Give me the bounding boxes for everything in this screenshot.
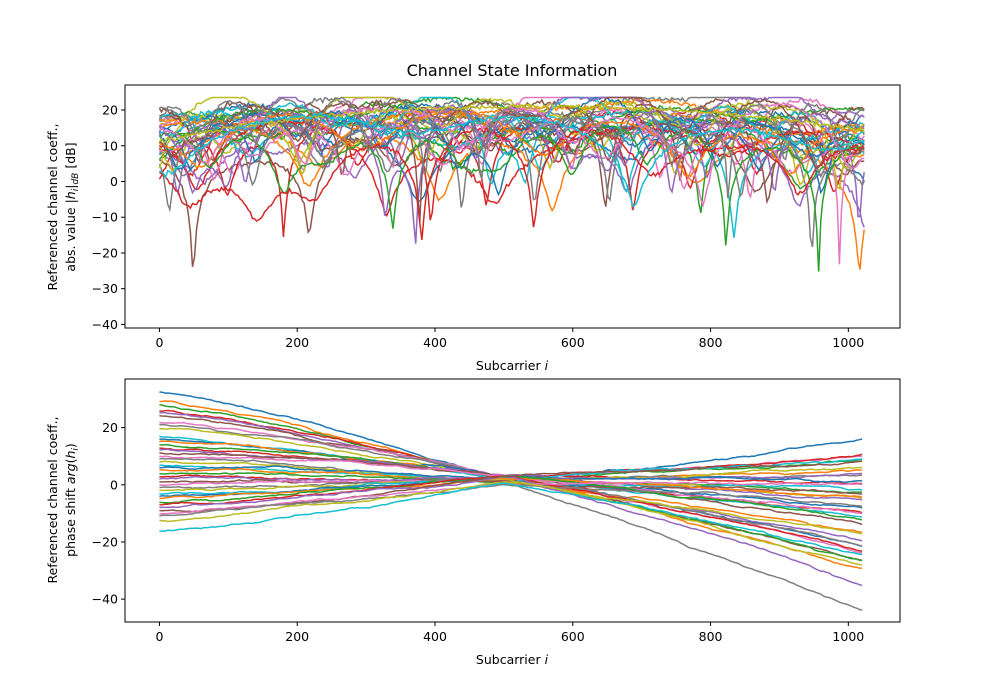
top-y-ticks: −40 −30 −20 −10 0 10 20 xyxy=(92,103,125,332)
top-series-line xyxy=(158,96,865,199)
top-series-line xyxy=(159,96,865,170)
bottom-x-tick-label: 200 xyxy=(285,629,309,644)
top-x-tick-label: 0 xyxy=(155,335,163,350)
top-y-tick-label: −40 xyxy=(92,317,118,332)
top-x-tick-label: 400 xyxy=(423,335,447,350)
top-x-tick-label: 800 xyxy=(699,335,723,350)
bottom-series-line xyxy=(159,477,863,500)
top-y-tick-label: 10 xyxy=(102,138,118,153)
top-x-tick-label: 200 xyxy=(285,335,309,350)
top-y-tick-label: −20 xyxy=(92,245,118,260)
top-series-line xyxy=(159,111,865,208)
bottom-axes-frame xyxy=(124,378,901,623)
top-y-tick-label: −30 xyxy=(92,281,118,296)
bottom-y-tick-label: −20 xyxy=(92,534,118,549)
bottom-series-line xyxy=(159,482,863,556)
top-axes-frame xyxy=(124,84,901,329)
bottom-y-tick-label: −40 xyxy=(92,592,118,607)
bottom-series-line xyxy=(159,478,863,566)
top-series-line xyxy=(158,102,865,143)
bottom-x-tick-label: 400 xyxy=(423,629,447,644)
top-y-axis-label-line1: Referenced channel coeff., xyxy=(45,123,60,290)
top-x-ticks: 0 200 400 600 800 1000 xyxy=(155,328,864,350)
bottom-x-tick-label: 600 xyxy=(561,629,585,644)
bottom-series-line xyxy=(159,483,863,517)
bottom-y-ticks: −40 −20 0 20 xyxy=(92,420,125,607)
top-y-tick-label: −10 xyxy=(92,210,118,225)
top-series-line xyxy=(159,125,865,240)
top-series-line xyxy=(158,101,865,209)
bottom-y-axis-label-line2: phase shift arg(hi) xyxy=(63,443,81,557)
top-series-line xyxy=(158,118,865,213)
top-plot-area xyxy=(158,96,865,272)
top-y-tick-label: 0 xyxy=(110,174,118,189)
bottom-x-ticks: 0 200 400 600 800 1000 xyxy=(155,622,864,644)
top-x-tick-label: 600 xyxy=(561,335,585,350)
bottom-x-axis-label: Subcarrier i xyxy=(476,652,549,667)
bottom-x-tick-label: 800 xyxy=(699,629,723,644)
top-x-tick-label: 1000 xyxy=(832,335,864,350)
bottom-x-tick-label: 0 xyxy=(155,629,163,644)
bottom-x-tick-label: 1000 xyxy=(832,629,864,644)
top-series-line xyxy=(159,124,865,272)
bottom-y-tick-label: 0 xyxy=(110,477,118,492)
bottom-series-line xyxy=(159,481,863,535)
bottom-y-axis-label-line1: Referenced channel coeff., xyxy=(45,416,60,583)
chart-title: Channel State Information xyxy=(407,61,618,80)
bottom-subplot: 0 200 400 600 800 1000 −40 −20 0 20 Subcarrier i… xyxy=(45,378,901,667)
top-y-tick-label: 20 xyxy=(102,103,118,118)
top-subplot: 0 200 400 600 800 1000 −40 −30 −20 −10 0 10 20 Subc… xyxy=(45,84,901,373)
top-x-axis-label: Subcarrier i xyxy=(476,358,549,373)
bottom-y-tick-label: 20 xyxy=(102,420,118,435)
top-y-axis-label-line2: abs. value |hi|dB [dB] xyxy=(63,142,81,271)
bottom-plot-area xyxy=(159,391,863,611)
